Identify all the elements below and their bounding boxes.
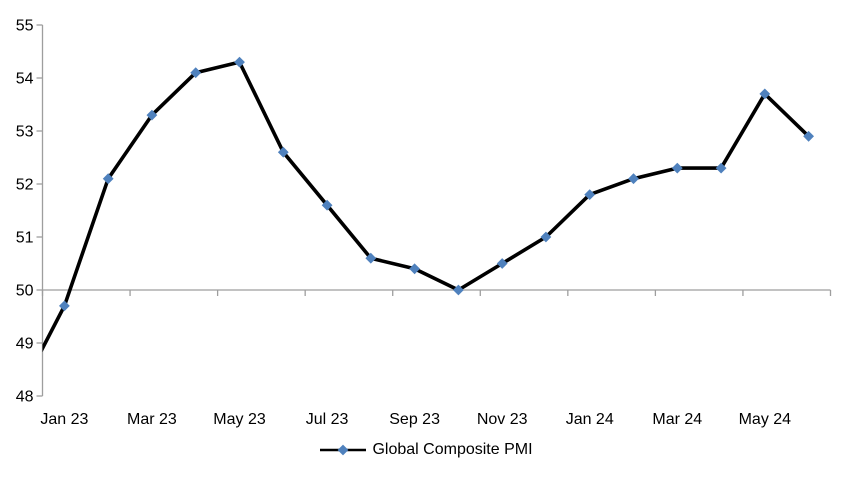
x-axis-tick-label: Jan 23 [40,411,88,428]
x-axis-tick-label: Sep 23 [389,411,440,428]
y-axis-tick-label: 53 [16,124,34,141]
data-point-marker [759,88,771,100]
data-point-marker [671,162,683,174]
x-axis-tick-label: Mar 24 [652,411,702,428]
x-axis-tick-label: Jul 23 [306,411,349,428]
y-axis-tick-label: 54 [16,71,34,88]
legend-label: Global Composite PMI [372,441,533,458]
data-point-marker [190,67,202,79]
data-point-marker [409,263,420,275]
data-point-marker [540,231,552,243]
data-point-marker [584,189,596,200]
x-axis-tick-label: May 24 [739,411,792,428]
legend-line-marker-icon [320,444,367,456]
x-axis-tick-label: Mar 23 [127,411,177,428]
data-point-marker [321,199,333,211]
data-point-marker [628,173,639,185]
data-point-marker [453,284,464,296]
y-axis-tick-label: 51 [16,230,34,247]
data-point-marker [365,252,377,264]
legend: Global Composite PMI [0,441,852,459]
y-axis-tick-label: 48 [16,389,34,406]
data-point-marker [803,130,814,142]
y-axis-tick-label: 50 [16,283,34,300]
y-axis-tick-label: 55 [16,18,34,35]
x-axis-tick-label: Nov 23 [477,411,528,428]
data-point-marker [496,258,508,269]
x-axis-tick-label: Jan 24 [566,411,614,428]
data-point-marker [715,162,727,174]
data-point-marker [102,173,114,185]
data-point-marker [277,146,289,158]
x-axis-tick-label: May 23 [213,411,266,428]
y-axis-tick-label: 52 [16,177,34,194]
data-point-marker [146,109,158,121]
data-point-marker [59,300,70,312]
y-axis-tick-label: 49 [16,336,34,353]
series-line [42,60,810,353]
data-point-marker [234,56,245,68]
series-global-composite-pmi [42,56,814,353]
